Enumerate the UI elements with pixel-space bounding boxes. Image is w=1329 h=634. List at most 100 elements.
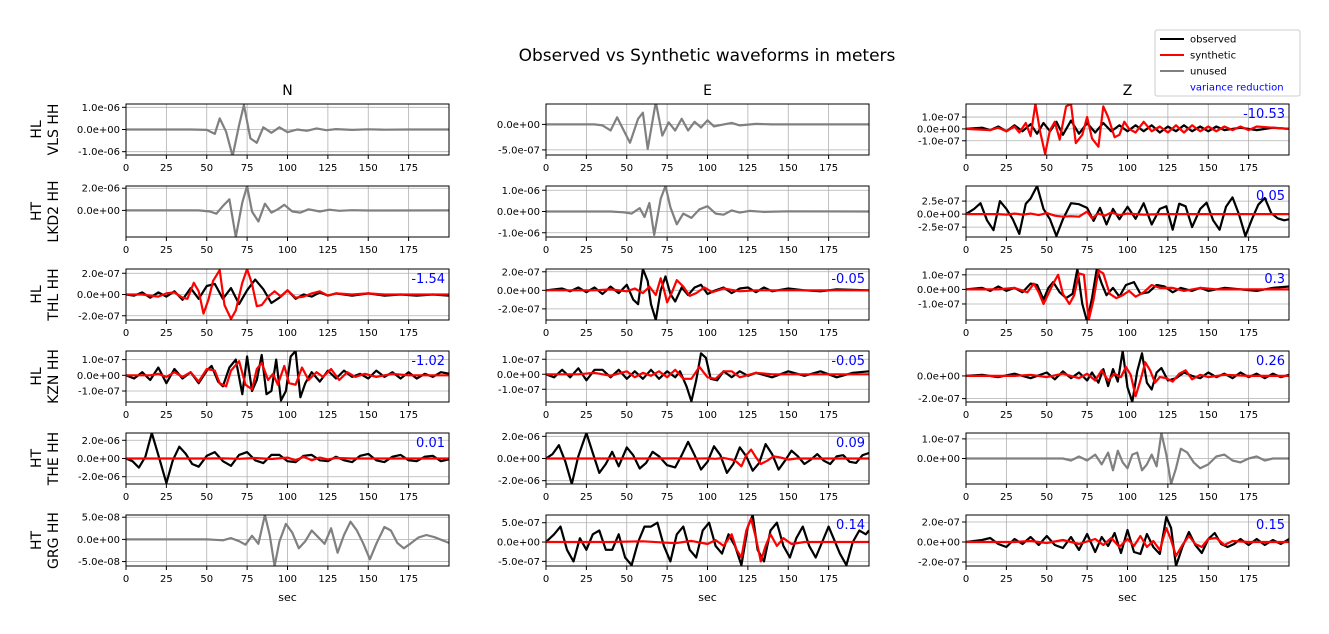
x-tick-label: 125: [738, 328, 757, 339]
unused-trace: [126, 515, 449, 566]
x-tick-label: 75: [661, 328, 674, 339]
x-axis-label: sec: [698, 591, 717, 604]
x-tick-label: 25: [160, 410, 173, 421]
x-tick-label: 25: [1000, 410, 1013, 421]
panel-grg-n: 5.0e-08 0.0e+00 -5.0e-080 25 50 75 100 125 150 17…: [77, 513, 450, 585]
x-tick-label: 25: [1000, 492, 1013, 503]
y-tick-label: 2.0e-07: [82, 269, 120, 280]
panel-lkd2-z: 2.5e-07 0.0e+00 -2.5e-070 25 50 75 100 125 150 17…: [917, 185, 1290, 256]
x-tick-label: 0: [543, 410, 549, 421]
y-tick-label: 1.0e-07: [922, 113, 960, 124]
trace-group: [546, 433, 869, 484]
y-tick-label: -5.0e-07: [498, 145, 540, 156]
x-tick-label: 75: [241, 574, 254, 585]
y-tick-label: 0.0e+00: [77, 454, 120, 465]
network-label: HT: [29, 449, 45, 469]
station-label: THL HH: [46, 268, 62, 321]
column-title-n: N: [282, 83, 292, 99]
x-tick-label: 100: [278, 410, 297, 421]
panel-kzn-e: 1.0e-07 0.0e+00 -1.0e-07 0 25 50 75 100 125 150 17…: [497, 350, 870, 421]
x-tick-label: 150: [779, 163, 798, 174]
x-tick-label: 100: [1118, 245, 1137, 256]
x-tick-label: 75: [241, 245, 254, 256]
x-axis-label: sec: [1118, 591, 1137, 604]
x-tick-label: 25: [160, 245, 173, 256]
x-tick-label: 125: [738, 492, 757, 503]
y-tick-label: 0.0e+00: [77, 371, 120, 382]
y-tick-label: 0.0e+00: [77, 290, 120, 301]
synthetic-trace: [966, 269, 1289, 320]
x-tick-label: 175: [819, 492, 838, 503]
synthetic-trace: [126, 360, 449, 391]
x-tick-label: 125: [1158, 163, 1177, 174]
x-tick-label: 75: [1081, 245, 1094, 256]
y-tick-label: 5.0e-07: [502, 518, 540, 529]
synthetic-trace: [546, 365, 869, 380]
x-tick-label: 75: [1081, 328, 1094, 339]
variance-reduction-value: 0.26: [1256, 354, 1285, 369]
station-label: LKD2 HH: [46, 180, 62, 242]
station-label: THE HH: [46, 432, 62, 486]
x-tick-label: 50: [1040, 245, 1053, 256]
synthetic-trace: [966, 526, 1289, 558]
unused-trace: [966, 433, 1289, 484]
x-tick-label: 50: [1040, 492, 1053, 503]
x-tick-label: 150: [359, 328, 378, 339]
x-tick-label: 25: [580, 410, 593, 421]
y-tick-label: 0.0e+00: [917, 371, 960, 382]
panel-vls-e: 0.0e+00 -5.0e-070 25 50 75 100 125 150 175: [497, 103, 870, 174]
trace-group: [966, 515, 1289, 566]
variance-reduction-value: 0.05: [1256, 189, 1285, 204]
x-tick-label: 75: [661, 163, 674, 174]
y-tick-label: -1.0e-07: [918, 136, 960, 147]
x-tick-label: 150: [779, 492, 798, 503]
x-tick-label: 150: [779, 328, 798, 339]
x-tick-label: 125: [1158, 328, 1177, 339]
x-tick-label: 100: [698, 328, 717, 339]
x-tick-label: 150: [779, 245, 798, 256]
x-tick-label: 150: [1199, 492, 1218, 503]
column-title-e: E: [703, 83, 712, 99]
synthetic-trace: [126, 269, 449, 320]
x-tick-label: 175: [1239, 328, 1258, 339]
x-tick-label: 0: [543, 574, 549, 585]
x-tick-label: 175: [399, 163, 418, 174]
x-tick-label: 100: [698, 492, 717, 503]
y-tick-label: -1.0e-07: [498, 385, 540, 396]
x-tick-label: 25: [1000, 574, 1013, 585]
trace-group: [966, 351, 1289, 402]
synthetic-trace: [966, 104, 1289, 155]
trace-group: [966, 104, 1289, 155]
legend: observed synthetic unused variance reductio…: [1154, 29, 1301, 97]
y-tick-label: -5.0e-07: [498, 557, 540, 568]
x-tick-label: 175: [819, 574, 838, 585]
trace-group: [126, 186, 449, 237]
x-tick-label: 100: [698, 163, 717, 174]
unused-trace: [126, 186, 449, 237]
x-tick-label: 75: [241, 163, 254, 174]
synthetic-trace: [966, 210, 1289, 220]
x-tick-label: 25: [1000, 163, 1013, 174]
trace-group: [126, 515, 449, 566]
x-tick-label: 75: [1081, 492, 1094, 503]
x-tick-label: 175: [819, 163, 838, 174]
y-tick-label: 0.0e+00: [497, 454, 540, 465]
variance-reduction-value: -1.02: [411, 354, 445, 369]
x-tick-label: 150: [1199, 245, 1218, 256]
column-title-z: Z: [1123, 83, 1133, 99]
x-tick-label: 125: [1158, 410, 1177, 421]
observed-trace: [546, 352, 869, 402]
trace-group: [966, 269, 1289, 320]
x-tick-label: 50: [620, 574, 633, 585]
x-tick-label: 100: [698, 574, 717, 585]
trace-group: [126, 351, 449, 402]
x-tick-label: 175: [399, 245, 418, 256]
x-tick-label: 100: [1118, 574, 1137, 585]
x-tick-label: 150: [1199, 410, 1218, 421]
x-tick-label: 0: [963, 410, 969, 421]
panel-grg-z: 2.0e-07 0.0e+00 -2.0e-070 25 50 75 100 125 150 17…: [917, 514, 1290, 585]
x-tick-label: 75: [661, 492, 674, 503]
y-tick-label: 1.0e-06: [82, 103, 120, 114]
y-tick-label: 5.0e-08: [82, 513, 120, 524]
variance-reduction-value: 0.09: [836, 436, 865, 451]
